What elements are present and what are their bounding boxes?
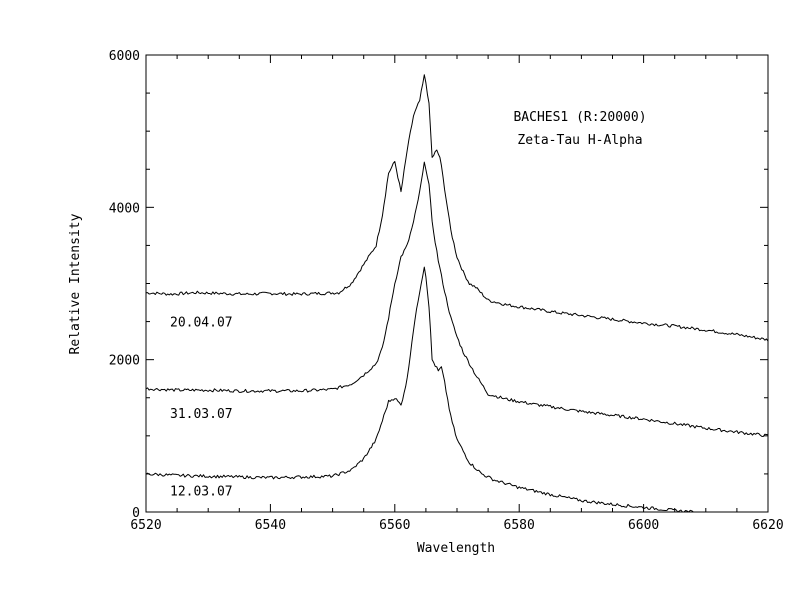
series-date-label: 31.03.07 <box>170 407 233 422</box>
x-tick-label: 6520 <box>130 518 161 533</box>
series-line-1 <box>145 161 769 437</box>
x-tick-label: 6580 <box>504 518 535 533</box>
tick-labels: 6520 6540 6560 6580 6600 6620 0 2000 4000 6000 <box>109 49 784 533</box>
series-line-2 <box>145 266 694 513</box>
series-lines <box>145 74 769 513</box>
series-date-label: 12.03.07 <box>170 485 233 500</box>
x-axis-title: Wavelength <box>417 541 495 556</box>
x-tick-label: 6620 <box>752 518 783 533</box>
y-tick-label: 4000 <box>109 201 140 216</box>
y-axis-title: Relative Intensity <box>68 213 83 354</box>
series-date-label: 20.04.07 <box>170 316 233 331</box>
x-tick-label: 6600 <box>628 518 659 533</box>
series-line-0 <box>145 74 769 342</box>
y-tick-label: 2000 <box>109 354 140 369</box>
x-tick-label: 6540 <box>255 518 286 533</box>
series-labels: 20.04.07 31.03.07 12.03.07 <box>170 316 233 500</box>
plot-frame <box>145 54 769 513</box>
y-tick-label: 6000 <box>109 49 140 64</box>
x-tick-label: 6560 <box>379 518 410 533</box>
y-tick-label: 0 <box>132 506 140 521</box>
target-annotation: Zeta-Tau H-Alpha <box>517 133 642 148</box>
instrument-annotation: BACHES1 (R:20000) <box>513 110 646 125</box>
plot-border <box>145 54 769 513</box>
axis-ticks <box>145 54 769 513</box>
